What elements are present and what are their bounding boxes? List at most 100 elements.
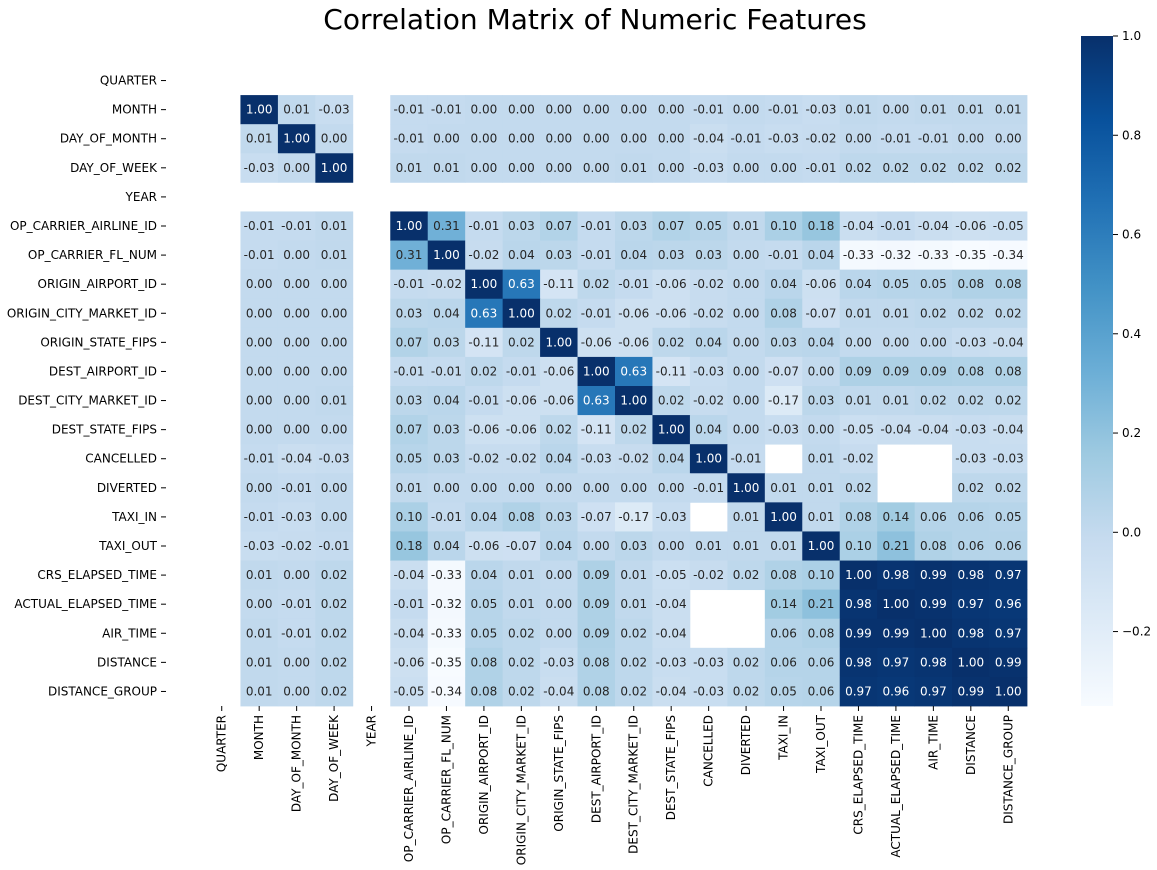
cell-value-label: -0.03 xyxy=(693,161,724,175)
y-tick-label: DEST_AIRPORT_ID xyxy=(49,364,157,378)
cell-value-label: 0.09 xyxy=(845,364,872,378)
heatmap-cell xyxy=(877,211,916,241)
heatmap-cell xyxy=(427,589,466,620)
heatmap-cell xyxy=(502,502,541,532)
x-tick-label: ACTUAL_ELAPSED_TIME xyxy=(889,715,903,858)
heatmap-cell xyxy=(652,211,691,241)
heatmap-cell xyxy=(315,618,354,649)
heatmap-cell xyxy=(989,647,1028,678)
cell-value-label: 0.01 xyxy=(246,626,273,640)
heatmap-cell xyxy=(465,211,504,241)
heatmap-cell xyxy=(502,676,541,707)
cell-value-label: -0.06 xyxy=(393,655,424,669)
cell-value-label: 0.01 xyxy=(995,103,1022,117)
heatmap-cell xyxy=(764,124,803,154)
cell-value-label: 0.02 xyxy=(508,335,535,349)
cell-value-label: -0.04 xyxy=(393,626,424,640)
cell-value-label: 1.00 xyxy=(321,161,348,175)
cell-value-label: 0.00 xyxy=(583,481,610,495)
heatmap-cell xyxy=(989,327,1028,358)
cell-value-label: 0.01 xyxy=(808,510,835,524)
heatmap-cell xyxy=(465,124,504,154)
heatmap-cell xyxy=(390,676,429,707)
cell-value-label: 0.97 xyxy=(845,684,872,698)
heatmap-cell xyxy=(839,124,878,154)
heatmap-cell xyxy=(839,531,878,561)
heatmap-cell xyxy=(802,356,841,387)
cell-value-label: 0.08 xyxy=(957,364,984,378)
heatmap-cell xyxy=(427,415,466,445)
heatmap-cell xyxy=(240,386,279,416)
heatmap-cell xyxy=(615,95,653,125)
heatmap-cell xyxy=(277,153,316,183)
heatmap-cell xyxy=(764,589,803,620)
x-tick-label: OP_CARRIER_FL_NUM xyxy=(439,715,453,844)
cell-value-label: 0.00 xyxy=(283,335,310,349)
cell-value-label: 0.08 xyxy=(770,306,797,320)
cell-value-label: 0.00 xyxy=(246,306,273,320)
heatmap-cell xyxy=(727,444,766,474)
cell-value-label: 0.00 xyxy=(246,423,273,437)
cell-value-label: 0.01 xyxy=(246,655,273,669)
cell-value-label: -0.03 xyxy=(581,452,612,466)
cell-value-label: -0.01 xyxy=(468,394,499,408)
cell-value-label: -0.02 xyxy=(843,452,874,466)
y-tick-label: DEST_CITY_MARKET_ID xyxy=(18,394,157,408)
heatmap-cell xyxy=(764,95,803,125)
cell-value-label: 0.00 xyxy=(471,132,498,146)
heatmap-cell xyxy=(802,415,841,445)
cell-value-label: 0.04 xyxy=(471,568,498,582)
cell-value-label: 0.05 xyxy=(396,452,423,466)
cell-value-label: 0.05 xyxy=(471,626,498,640)
heatmap-cell xyxy=(727,298,766,329)
cell-value-label: 1.00 xyxy=(620,394,647,408)
heatmap-cell xyxy=(652,95,691,125)
cell-value-label: -0.02 xyxy=(618,452,649,466)
heatmap-cell xyxy=(914,589,953,620)
cell-value-label: 0.04 xyxy=(433,306,460,320)
heatmap-cell xyxy=(689,211,728,241)
heatmap-cell xyxy=(877,589,916,620)
cell-value-label: 0.00 xyxy=(733,394,760,408)
cell-value-label: 0.04 xyxy=(808,248,835,262)
y-tick-label: OP_CARRIER_AIRLINE_ID xyxy=(10,219,157,233)
cell-value-label: 0.02 xyxy=(883,161,910,175)
cell-value-label: 0.01 xyxy=(733,510,760,524)
cell-value-label: 0.04 xyxy=(545,452,572,466)
heatmap-cell xyxy=(277,211,316,241)
heatmap-cell xyxy=(615,124,653,154)
cell-value-label: 1.00 xyxy=(808,539,835,553)
cell-value-label: 0.00 xyxy=(658,161,685,175)
cell-value-label: -0.06 xyxy=(581,335,612,349)
heatmap-cell xyxy=(615,618,653,649)
cell-value-label: 0.04 xyxy=(695,335,722,349)
heatmap-cell xyxy=(615,298,653,329)
colorbar-tick-label: 0.8 xyxy=(1122,128,1141,142)
heatmap-cell xyxy=(390,560,429,591)
heatmap-cell xyxy=(952,444,990,474)
heatmap-cell xyxy=(952,269,990,300)
cell-value-label: 0.00 xyxy=(957,132,984,146)
heatmap-cell xyxy=(877,531,916,561)
heatmap-cell xyxy=(952,502,990,532)
cell-value-label: -0.01 xyxy=(880,219,911,233)
heatmap-cell xyxy=(577,618,616,649)
heatmap-cell xyxy=(240,269,279,300)
cell-value-label: 0.05 xyxy=(471,597,498,611)
cell-value-label: -0.06 xyxy=(468,423,499,437)
heatmap-cell xyxy=(914,356,953,387)
heatmap-cell xyxy=(315,502,354,532)
cell-value-label: -0.01 xyxy=(393,103,424,117)
cell-value-label: 0.01 xyxy=(283,103,310,117)
cell-value-label: -0.01 xyxy=(768,248,799,262)
heatmap-cell xyxy=(315,211,354,241)
heatmap-cell xyxy=(802,473,841,503)
cell-value-label: 0.00 xyxy=(283,277,310,291)
heatmap-cell xyxy=(502,356,541,387)
heatmap-cell xyxy=(914,269,953,300)
cell-value-label: -0.04 xyxy=(393,568,424,582)
heatmap-cell xyxy=(802,589,841,620)
heatmap-cell xyxy=(764,211,803,241)
heatmap-cell xyxy=(540,647,578,678)
cell-value-label: -0.06 xyxy=(506,423,537,437)
